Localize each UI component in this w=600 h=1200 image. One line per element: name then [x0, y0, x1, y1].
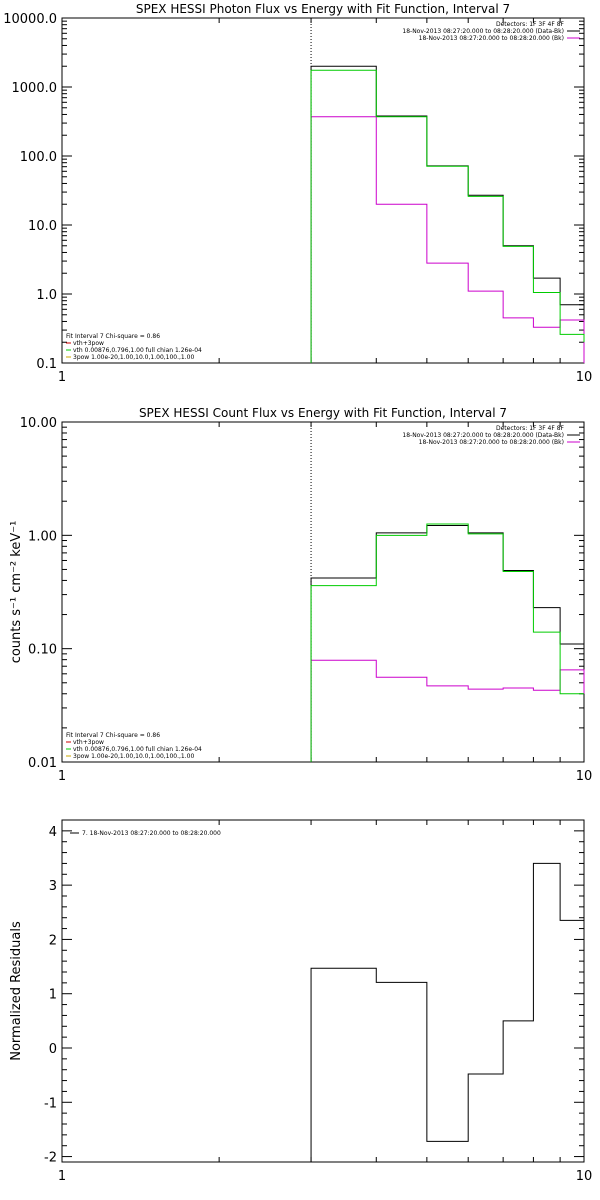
y-tick-label: 100.0 — [20, 150, 57, 165]
plot-frame — [61, 17, 585, 364]
y-tick-label: -2 — [44, 1151, 57, 1166]
y-tick-label: 4 — [49, 825, 57, 840]
y-tick-label: 0.01 — [28, 756, 57, 771]
y-tick-label: 3 — [49, 879, 57, 894]
legend-entry-label: vth+3pow — [73, 340, 104, 347]
photon-flux-panel: SPEX HESSI Photon Flux vs Energy with Fi… — [3, 2, 592, 385]
y-tick-label: 0 — [49, 1042, 57, 1057]
y-tick-label: 10.00 — [20, 416, 57, 431]
series-data-bk-step-line — [310, 525, 585, 762]
y-tick-label: 1.0 — [36, 288, 57, 303]
y-tick-label: 10000.0 — [3, 12, 57, 27]
x-tick-label: 10 — [576, 769, 593, 784]
legend-entry-label: 18-Nov-2013 08:27:20.000 to 08:28:20.000… — [402, 432, 564, 439]
legend-entry-label: vth+3pow — [73, 739, 104, 746]
legend-entry-label: Fit Interval 7 Chi-square = 0.86 — [66, 732, 160, 739]
series-bk-step-line — [310, 116, 585, 363]
y-tick-label: 0.10 — [28, 643, 57, 658]
y-tick-label: 1.00 — [28, 529, 57, 544]
y-tick-label: 10.0 — [28, 219, 57, 234]
legend-entry-label: vth 0.00876,0.796,1.00 full chian 1.26e-… — [73, 746, 202, 753]
count-flux-panel: SPEX HESSI Count Flux vs Energy with Fit… — [9, 406, 592, 784]
x-tick-label: 10 — [576, 1169, 593, 1184]
legend-entry-label: 3pow 1.00e-20,1.00,10.0,1.00,100.,1.00 — [73, 753, 194, 760]
x-tick-label: 1 — [58, 1169, 66, 1184]
plot-frame — [61, 819, 585, 1163]
series-7-18-nov-2013-08-27-20-000-to-08-28-20-000-step-line — [310, 862, 584, 1162]
series-bk-step-line — [310, 659, 585, 762]
legend-entry-label: 18-Nov-2013 08:27:20.000 to 08:28:20.000… — [402, 28, 564, 35]
legend-entry-label: 7. 18-Nov-2013 08:27:20.000 to 08:28:20.… — [82, 830, 221, 837]
legend-entry-label: 3pow 1.00e-20,1.00,10.0,1.00,100.,1.00 — [73, 354, 194, 361]
x-tick-label: 1 — [58, 370, 66, 385]
series-vth-3pow-step-line — [310, 523, 584, 762]
y-axis-label: Normalized Residuals — [9, 921, 24, 1061]
y-axis-label: counts s⁻¹ cm⁻² keV⁻¹ — [9, 521, 24, 664]
legend-entry-label: vth 0.00876,0.796,1.00 full chian 1.26e-… — [73, 347, 202, 354]
y-tick-label: 0.1 — [36, 357, 57, 372]
x-tick-label: 10 — [576, 370, 593, 385]
y-tick-label: 2 — [49, 933, 57, 948]
y-tick-label: 1 — [49, 988, 57, 1003]
series-vth-3pow-step-line — [310, 69, 585, 363]
y-tick-label: -1 — [44, 1096, 57, 1111]
legend-entry-label: 18-Nov-2013 08:27:20.000 to 08:28:20.000… — [419, 439, 564, 446]
legend-entry-label: Fit Interval 7 Chi-square = 0.86 — [66, 333, 160, 340]
legend-entry-label: Detectors: 1F 3F 4F 8F — [496, 21, 565, 28]
chart-title: SPEX HESSI Photon Flux vs Energy with Fi… — [136, 2, 510, 16]
legend-entry-label: 18-Nov-2013 08:27:20.000 to 08:28:20.000… — [419, 35, 564, 42]
x-tick-label: 1 — [58, 769, 66, 784]
chart-title: SPEX HESSI Count Flux vs Energy with Fit… — [139, 406, 507, 420]
y-tick-label: 1000.0 — [12, 81, 58, 96]
plot-frame — [61, 421, 585, 763]
series-data-bk-step-line — [310, 65, 585, 363]
legend-entry-label: Detectors: 1F 3F 4F 8F — [496, 425, 565, 432]
